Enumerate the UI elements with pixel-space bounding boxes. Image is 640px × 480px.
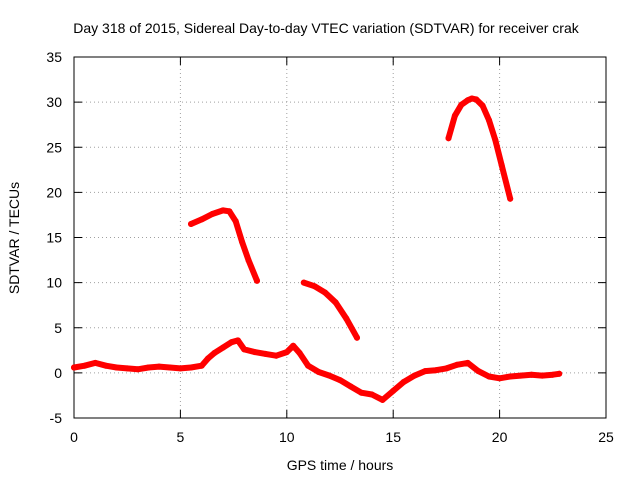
data-point bbox=[305, 362, 312, 369]
grid bbox=[74, 57, 606, 418]
data-point bbox=[273, 352, 280, 359]
data-point bbox=[311, 283, 318, 290]
data-point bbox=[296, 350, 303, 356]
data-point bbox=[92, 359, 99, 366]
data-point bbox=[71, 364, 77, 371]
data-point bbox=[188, 221, 194, 227]
x-tick-label: 10 bbox=[279, 429, 295, 445]
data-point bbox=[390, 387, 397, 394]
data-point bbox=[464, 359, 471, 366]
data-point bbox=[454, 361, 460, 368]
x-tick-label: 25 bbox=[598, 429, 614, 445]
data-point bbox=[496, 375, 503, 382]
data-point bbox=[102, 362, 109, 369]
ticks bbox=[73, 56, 607, 419]
data-point bbox=[379, 396, 386, 403]
data-point bbox=[220, 207, 226, 214]
data-point bbox=[124, 365, 131, 372]
y-tick-label: -5 bbox=[50, 410, 63, 426]
data-point bbox=[368, 391, 375, 398]
y-tick-label: 0 bbox=[54, 365, 62, 381]
data-point bbox=[188, 364, 194, 371]
x-tick-label: 5 bbox=[177, 429, 185, 445]
data-point bbox=[473, 96, 480, 103]
y-tick-label: 25 bbox=[46, 139, 62, 155]
data-point bbox=[486, 373, 492, 380]
chart-title: Day 318 of 2015, Sidereal Day-to-day VTE… bbox=[73, 20, 579, 36]
data-point bbox=[228, 339, 235, 346]
data-point bbox=[347, 383, 354, 390]
data-point bbox=[245, 257, 252, 264]
data-point bbox=[262, 350, 269, 357]
data-point bbox=[358, 389, 365, 396]
data-point bbox=[337, 377, 343, 384]
y-tick-label: 5 bbox=[54, 320, 62, 336]
data-point bbox=[507, 373, 514, 380]
data-point bbox=[326, 372, 333, 379]
data-point bbox=[400, 378, 407, 385]
data-point bbox=[432, 367, 439, 374]
y-tick-label: 30 bbox=[46, 94, 62, 110]
data-point bbox=[300, 279, 307, 286]
data-point bbox=[507, 195, 514, 202]
data-point bbox=[422, 368, 429, 375]
data-point bbox=[517, 372, 524, 379]
data-point bbox=[443, 365, 450, 372]
data-point bbox=[234, 337, 241, 344]
data-point bbox=[239, 239, 246, 245]
data-point bbox=[315, 369, 322, 375]
data-point bbox=[177, 365, 184, 372]
data-point bbox=[232, 218, 239, 225]
data-point bbox=[226, 208, 233, 215]
data-point bbox=[498, 162, 505, 169]
data-point bbox=[492, 137, 499, 143]
data-point bbox=[451, 112, 458, 119]
data-point bbox=[332, 299, 339, 306]
data-point bbox=[254, 277, 260, 284]
data-point bbox=[156, 363, 163, 370]
data-point bbox=[134, 366, 141, 373]
x-tick-label: 20 bbox=[492, 429, 508, 445]
series bbox=[71, 95, 563, 403]
data-point bbox=[343, 315, 350, 322]
x-tick-label: 0 bbox=[70, 429, 78, 445]
data-point bbox=[549, 371, 556, 378]
series-line-segment-4 bbox=[445, 95, 514, 202]
data-point bbox=[145, 364, 152, 371]
y-axis-label: SDTVAR / TECUs bbox=[6, 182, 22, 294]
data-point bbox=[445, 135, 452, 142]
data-point bbox=[220, 344, 226, 351]
data-point bbox=[458, 101, 465, 108]
x-tick-label: 15 bbox=[385, 429, 401, 445]
data-point bbox=[475, 368, 482, 375]
y-tick-label: 20 bbox=[46, 184, 62, 200]
data-point bbox=[528, 371, 535, 378]
data-point bbox=[539, 372, 546, 379]
data-point bbox=[81, 362, 88, 369]
y-tick-label: 15 bbox=[46, 230, 62, 246]
y-tick-label: 35 bbox=[46, 49, 62, 65]
data-point bbox=[556, 370, 563, 377]
data-point bbox=[354, 334, 360, 341]
tick-labels: 0 5 10 15 20 25 -5 0 5 10 15 20 25 30 35 bbox=[46, 49, 614, 445]
data-point bbox=[166, 364, 173, 371]
data-point bbox=[322, 289, 329, 296]
data-point bbox=[198, 362, 205, 369]
y-tick-label: 10 bbox=[46, 275, 62, 291]
data-point bbox=[290, 342, 297, 349]
data-point bbox=[198, 216, 205, 223]
data-point bbox=[283, 349, 290, 356]
data-point bbox=[113, 364, 120, 371]
data-point bbox=[209, 211, 216, 217]
x-axis-label: GPS time / hours bbox=[287, 457, 394, 473]
data-point bbox=[486, 117, 492, 124]
data-point bbox=[205, 355, 212, 362]
data-point bbox=[241, 346, 248, 353]
series-line-segment-3 bbox=[300, 279, 360, 341]
data-point bbox=[251, 349, 258, 356]
data-point bbox=[479, 102, 486, 109]
data-point bbox=[411, 372, 418, 379]
data-point bbox=[211, 350, 218, 356]
